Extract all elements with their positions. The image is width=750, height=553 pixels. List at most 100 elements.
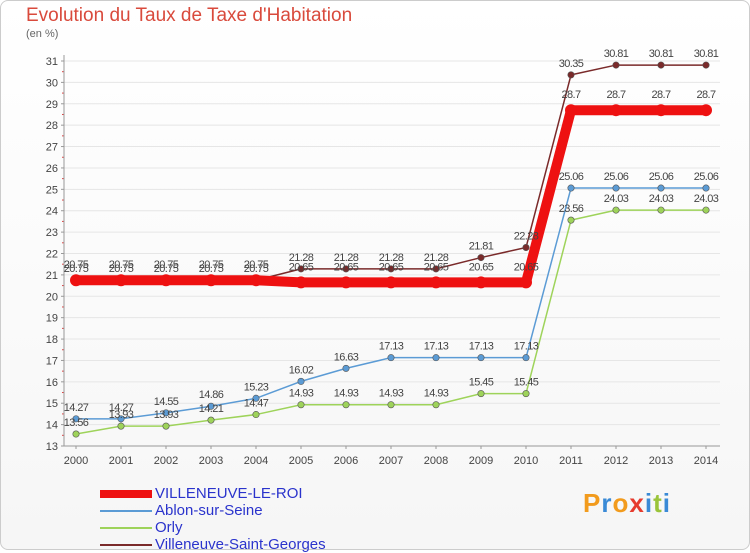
data-label: 28.7 bbox=[561, 89, 580, 101]
y-tick-label: 21 bbox=[46, 270, 58, 282]
legend-swatch bbox=[100, 543, 152, 546]
data-label: 20.65 bbox=[289, 261, 314, 273]
data-point bbox=[72, 430, 80, 438]
data-point bbox=[342, 401, 350, 409]
y-tick-label: 20 bbox=[46, 291, 58, 303]
y-tick-label: 19 bbox=[46, 313, 58, 325]
data-point bbox=[612, 206, 620, 214]
x-tick-label: 2005 bbox=[289, 455, 313, 467]
data-point bbox=[340, 276, 352, 289]
x-tick-label: 2010 bbox=[514, 455, 538, 467]
data-point bbox=[657, 206, 665, 214]
data-point bbox=[477, 254, 485, 262]
data-label: 14.93 bbox=[379, 388, 404, 400]
x-tick-label: 2006 bbox=[334, 455, 358, 467]
data-point bbox=[610, 104, 622, 117]
data-label: 24.03 bbox=[604, 193, 629, 205]
data-label: 24.03 bbox=[649, 193, 674, 205]
data-point bbox=[522, 390, 530, 398]
data-point bbox=[567, 184, 575, 192]
data-label: 13.93 bbox=[154, 409, 179, 421]
data-label: 14.93 bbox=[424, 388, 449, 400]
x-tick-label: 2012 bbox=[604, 455, 628, 467]
data-point bbox=[702, 206, 710, 214]
data-point bbox=[72, 415, 80, 423]
data-label: 25.06 bbox=[559, 171, 584, 183]
data-label: 21.28 bbox=[289, 252, 314, 264]
data-point bbox=[477, 390, 485, 398]
y-tick-label: 17 bbox=[46, 355, 58, 367]
data-point bbox=[387, 354, 395, 362]
legend-swatch bbox=[100, 489, 152, 498]
data-label: 21.81 bbox=[469, 241, 494, 253]
logo-letter: i bbox=[662, 488, 671, 518]
y-tick-label: 25 bbox=[46, 184, 58, 196]
data-label: 24.03 bbox=[694, 193, 719, 205]
data-point bbox=[657, 184, 665, 192]
data-point bbox=[612, 184, 620, 192]
data-label: 21.28 bbox=[334, 252, 359, 264]
y-tick-label: 28 bbox=[46, 120, 58, 132]
y-tick-label: 13 bbox=[46, 441, 58, 453]
data-label: 20.65 bbox=[334, 261, 359, 273]
y-tick-label: 27 bbox=[46, 142, 58, 154]
data-point bbox=[612, 61, 620, 69]
data-label: 20.75 bbox=[199, 259, 224, 271]
data-label: 17.13 bbox=[379, 341, 404, 353]
data-point bbox=[162, 422, 170, 430]
data-point bbox=[385, 276, 397, 289]
y-tick-label: 29 bbox=[46, 99, 58, 111]
legend-label: Ablon-sur-Seine bbox=[155, 502, 263, 519]
x-tick-label: 2001 bbox=[109, 455, 133, 467]
data-label: 23.56 bbox=[559, 203, 584, 215]
data-point bbox=[252, 394, 260, 402]
data-point bbox=[702, 61, 710, 69]
x-tick-label: 2002 bbox=[154, 455, 178, 467]
data-point bbox=[117, 415, 125, 423]
data-point bbox=[475, 276, 487, 289]
data-label: 25.06 bbox=[694, 171, 719, 183]
x-tick-label: 2003 bbox=[199, 455, 223, 467]
data-point bbox=[700, 104, 712, 117]
legend-swatch bbox=[100, 526, 152, 529]
y-tick-label: 14 bbox=[46, 420, 58, 432]
data-label: 14.27 bbox=[109, 402, 134, 414]
logo-letter: P bbox=[583, 488, 602, 518]
data-point bbox=[342, 265, 350, 273]
data-point bbox=[432, 265, 440, 273]
data-label: 15.45 bbox=[514, 377, 539, 389]
data-label: 14.86 bbox=[199, 389, 224, 401]
y-tick-label: 22 bbox=[46, 249, 58, 261]
logo-letter: x bbox=[629, 488, 645, 518]
data-label: 28.7 bbox=[696, 89, 715, 101]
legend-item-orly: Orly bbox=[100, 519, 326, 536]
data-point bbox=[207, 416, 215, 424]
data-point bbox=[567, 71, 575, 79]
data-label: 20.65 bbox=[514, 261, 539, 273]
data-point bbox=[657, 61, 665, 69]
y-tick-label: 18 bbox=[46, 334, 58, 346]
data-point bbox=[430, 276, 442, 289]
chart-subtitle: (en %) bbox=[26, 28, 59, 40]
data-label: 21.28 bbox=[424, 252, 449, 264]
data-label: 25.06 bbox=[649, 171, 674, 183]
legend-item-ablon-sur-seine: Ablon-sur-Seine bbox=[100, 502, 326, 519]
data-point bbox=[565, 104, 577, 117]
data-label: 20.75 bbox=[109, 259, 134, 271]
data-point bbox=[477, 354, 485, 362]
data-point bbox=[522, 244, 530, 252]
data-label: 30.81 bbox=[694, 48, 719, 60]
x-tick-label: 2009 bbox=[469, 455, 493, 467]
data-label: 20.75 bbox=[244, 259, 269, 271]
data-label: 13.93 bbox=[109, 409, 134, 421]
data-point bbox=[520, 276, 532, 289]
data-point bbox=[297, 401, 305, 409]
data-point bbox=[295, 276, 307, 289]
y-tick-label: 23 bbox=[46, 227, 58, 239]
data-point bbox=[205, 274, 217, 287]
data-point bbox=[250, 274, 262, 287]
data-label: 20.75 bbox=[154, 263, 179, 275]
series-line bbox=[76, 187, 706, 420]
chart-legend: VILLENEUVE-LE-ROI Ablon-sur-Seine Orly V… bbox=[100, 485, 326, 553]
legend-label: Orly bbox=[155, 519, 183, 536]
